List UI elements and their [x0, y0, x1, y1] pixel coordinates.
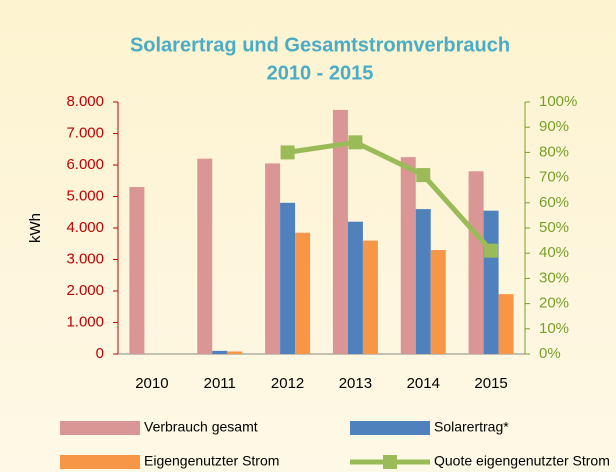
y-tick-label: 3.000	[66, 250, 104, 267]
bar	[129, 187, 145, 354]
x-tick-label: 2014	[407, 375, 440, 392]
legend-label: Verbrauch gesamt	[144, 419, 258, 435]
y2-tick-label: 70%	[539, 169, 569, 186]
y2-tick-label: 100%	[539, 93, 577, 110]
y2-tick-label: 80%	[539, 143, 569, 160]
bar	[295, 232, 311, 354]
line-marker	[348, 135, 363, 150]
line-marker	[484, 243, 499, 258]
y-tick-label: 5.000	[66, 187, 104, 204]
y-tick-label: 2.000	[66, 282, 104, 299]
bar	[212, 350, 228, 354]
line-marker	[280, 145, 295, 160]
y-tick-label: 8.000	[66, 93, 104, 110]
y-tick-label: 7.000	[66, 124, 104, 141]
bar	[400, 157, 416, 354]
legend-swatch	[60, 455, 140, 469]
x-tick-label: 2013	[339, 375, 372, 392]
legend-swatch	[60, 421, 140, 435]
y2-tick-label: 50%	[539, 219, 569, 236]
x-tick-label: 2012	[271, 375, 304, 392]
legend-swatch	[350, 421, 430, 435]
legend-label: Eigengenutzter Strom	[144, 453, 279, 469]
legend-label: Quote eigengenutzter Strom	[434, 453, 610, 469]
y-tick-label: 4.000	[66, 219, 104, 236]
line-marker	[416, 168, 431, 183]
x-tick-label: 2010	[135, 375, 168, 392]
x-tick-label: 2011	[204, 375, 236, 392]
bar	[430, 250, 446, 354]
bar	[332, 109, 348, 354]
y2-tick-label: 60%	[539, 194, 569, 211]
legend-label: Solarertrag*	[434, 419, 509, 435]
bar	[498, 294, 514, 354]
chart-subtitle: 2010 - 2015	[267, 62, 374, 84]
bar	[280, 202, 296, 354]
y-tick-label: 1.000	[66, 313, 104, 330]
y-tick-label: 6.000	[66, 156, 104, 173]
y2-tick-label: 40%	[539, 244, 569, 261]
legend-swatch	[383, 455, 397, 469]
y-axis-label: kWh	[27, 213, 44, 243]
bar	[265, 163, 281, 354]
bar	[362, 240, 378, 354]
line	[287, 139, 493, 253]
y2-tick-label: 20%	[539, 295, 569, 312]
bar	[415, 209, 431, 354]
y2-tick-label: 90%	[539, 118, 569, 135]
chart-title: Solarertrag und Gesamtstromverbrauch	[130, 34, 510, 56]
y2-tick-label: 10%	[539, 320, 569, 337]
bar	[227, 351, 243, 354]
bar	[468, 171, 484, 354]
y-tick-label: 0	[96, 345, 104, 362]
x-tick-label: 2015	[474, 375, 507, 392]
bar	[483, 210, 499, 354]
y2-tick-label: 30%	[539, 269, 569, 286]
bar	[197, 158, 213, 354]
bar	[347, 221, 363, 354]
y2-tick-label: 0%	[539, 345, 561, 362]
